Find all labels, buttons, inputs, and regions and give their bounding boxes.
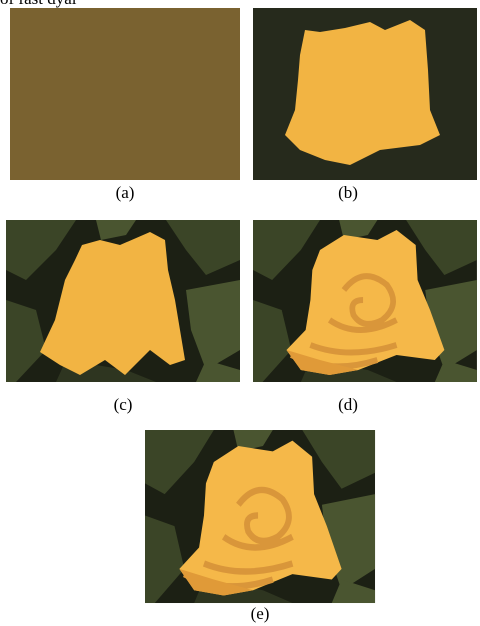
panel-label: (a)	[116, 183, 135, 202]
panel-b	[253, 8, 477, 180]
panel-c	[6, 220, 240, 382]
panel-label: (e)	[251, 604, 270, 623]
panel-label: (d)	[338, 395, 358, 414]
panel-d	[253, 220, 477, 382]
page: of fast dyal (a) (b) (c) (d) (e)	[0, 0, 480, 626]
panel-e	[145, 430, 375, 603]
panel-a	[10, 8, 240, 180]
figure: of fast dyal (a) (b) (c) (d) (e)	[0, 0, 480, 626]
panel-label: (b)	[338, 183, 358, 202]
top-text: of fast dyal	[0, 0, 77, 8]
panel-label: (c)	[114, 395, 133, 414]
